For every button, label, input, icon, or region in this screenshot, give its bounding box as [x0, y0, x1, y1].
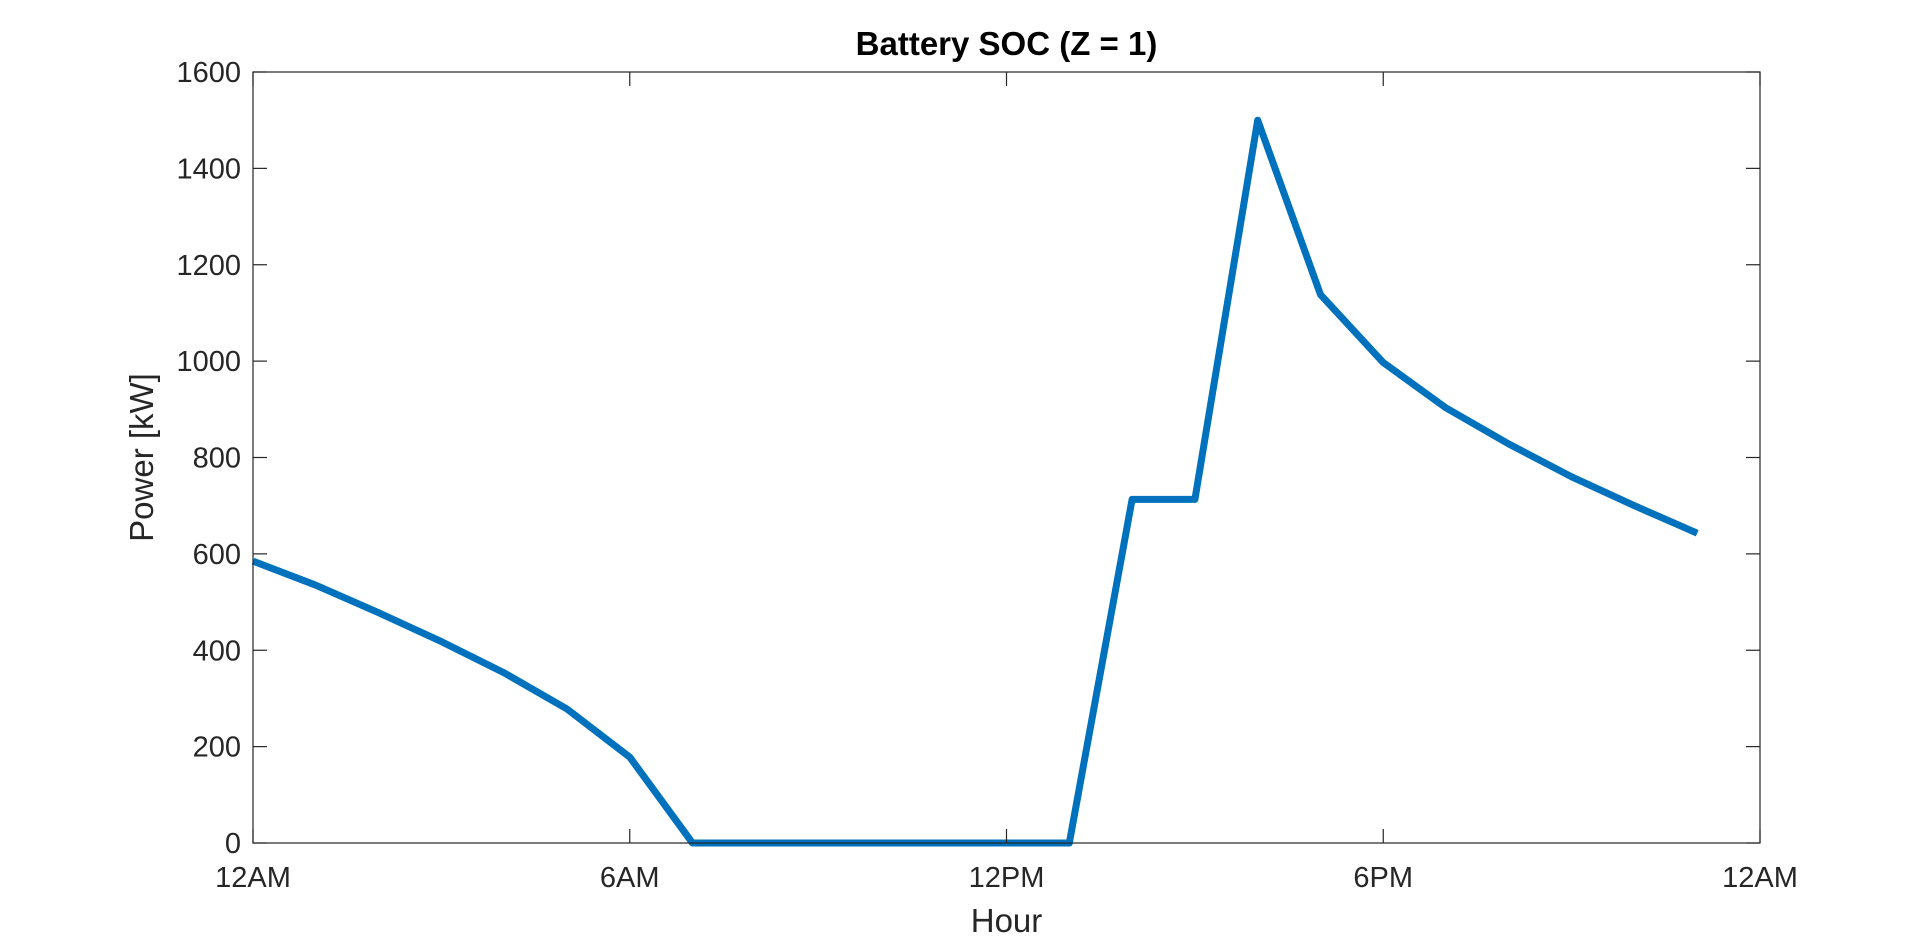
x-tick-label: 12AM	[1722, 862, 1798, 894]
x-axis: 12AM 6AM 12PM 6PM 12AM	[215, 72, 1798, 894]
x-tick-label: 6PM	[1353, 862, 1413, 894]
y-axis: 0 200 400 600 800 1000 1200 1400 1600	[176, 57, 1760, 860]
y-tick-label: 400	[193, 635, 241, 667]
y-axis-label: Power [kW]	[123, 373, 160, 542]
x-tick-label: 6AM	[600, 862, 660, 894]
x-tick-label: 12PM	[969, 862, 1045, 894]
y-tick-label: 1400	[176, 153, 241, 185]
x-tick-label: 12AM	[215, 862, 291, 894]
y-tick-label: 1600	[176, 57, 241, 89]
chart-title: Battery SOC (Z = 1)	[856, 25, 1158, 62]
y-tick-label: 600	[193, 539, 241, 571]
y-tick-label: 200	[193, 732, 241, 764]
y-tick-label: 1200	[176, 250, 241, 282]
y-tick-label: 800	[193, 443, 241, 475]
plot-area	[253, 72, 1760, 843]
x-axis-label: Hour	[971, 902, 1043, 936]
y-tick-label: 0	[225, 828, 241, 860]
y-tick-label: 1000	[176, 346, 241, 378]
